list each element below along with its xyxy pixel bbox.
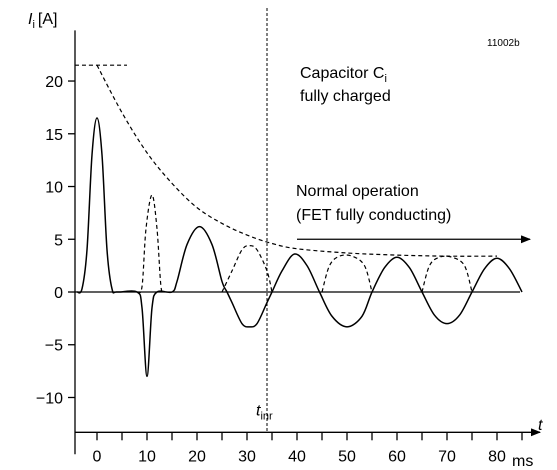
x-axis-label: t: [538, 417, 543, 434]
capacitor-note: fully charged: [300, 88, 391, 105]
y-tick-label: −10: [36, 390, 63, 407]
x-unit: ms: [512, 453, 533, 470]
x-tick-label: 40: [288, 448, 306, 465]
x-tick-label: 30: [238, 448, 256, 465]
x-tick-label: 50: [338, 448, 356, 465]
x-tick-label: 70: [438, 448, 456, 465]
y-tick-label: 0: [54, 285, 63, 302]
tinr-symbol: t: [256, 402, 261, 419]
capacitor-note: Capacitor Ci: [300, 65, 387, 85]
y-axis-label: Ii [A]: [28, 11, 57, 31]
tinr-label: tinr: [256, 402, 273, 422]
y-tick-label: −5: [45, 338, 63, 355]
x-tick-label: 20: [188, 448, 206, 465]
y-tick-label: 5: [54, 232, 63, 249]
y-tick-label: 20: [45, 74, 63, 91]
x-tick-label: 80: [488, 448, 506, 465]
curve: [96, 64, 498, 257]
x-tick-label: 0: [93, 448, 102, 465]
normal-note: (FET fully conducting): [296, 207, 451, 224]
x-tick-label: 60: [388, 448, 406, 465]
y-tick-label: 15: [45, 127, 63, 144]
y-tick-label: 10: [45, 180, 63, 197]
curve: [76, 117, 523, 378]
normal-note: Normal operation: [296, 183, 419, 200]
tinr-sub: inr: [260, 410, 273, 422]
x-tick-label: 10: [138, 448, 156, 465]
figure-code: 11002b: [487, 38, 520, 49]
